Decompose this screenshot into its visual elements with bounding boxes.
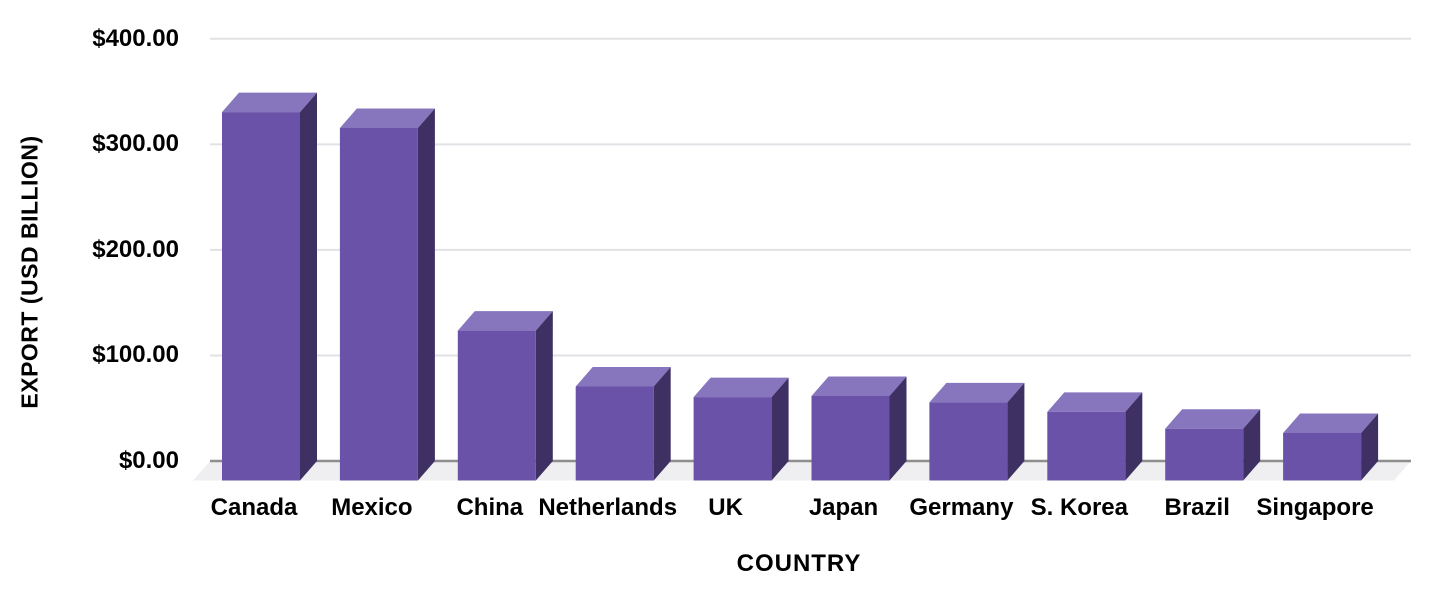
bar-front-face [339, 127, 418, 481]
bar-canada [222, 92, 317, 481]
bar-netherlands [575, 367, 671, 481]
bar-side-face [417, 108, 435, 481]
bar-front-face [222, 112, 300, 481]
bar-top-face [693, 377, 789, 398]
bar-top-face [339, 108, 435, 128]
x-tick-label-s-korea: S. Korea [1030, 494, 1128, 521]
bar-mexico [339, 108, 435, 481]
x-tick-label-china: China [456, 494, 524, 521]
bar-brazil [1165, 409, 1261, 481]
bar-front-face [929, 402, 1008, 481]
bar-top-face [1165, 409, 1261, 429]
bar-side-face [889, 376, 907, 481]
y-tick-label-400: $400.00 [92, 24, 179, 52]
x-axis-title: COUNTRY [736, 550, 862, 577]
x-tick-label-brazil: Brazil [1164, 494, 1230, 521]
bar-s-korea [1047, 392, 1143, 481]
bar-front-face [811, 396, 890, 481]
bar-side-face [535, 311, 553, 481]
bar-japan [811, 376, 907, 481]
x-tick-label-mexico: Mexico [331, 494, 413, 521]
bar-front-face [457, 330, 536, 481]
bar-front-face [1283, 433, 1362, 481]
bar-top-face [811, 376, 907, 397]
bar-top-face [575, 367, 671, 387]
bar-side-face [653, 367, 671, 481]
y-tick-label-200: $200.00 [92, 235, 179, 263]
bar-top-face [1047, 392, 1143, 412]
bar-side-face [1007, 382, 1025, 481]
bar-top-face [457, 311, 553, 331]
bar-front-face [693, 397, 772, 481]
bar-front-face [1165, 428, 1244, 481]
bar-side-face [1243, 409, 1261, 481]
bar-china [457, 311, 553, 481]
bar-top-face [929, 382, 1025, 403]
bar-front-face [1047, 411, 1126, 481]
bar-singapore [1283, 413, 1379, 481]
x-tick-label-netherlands: Netherlands [538, 494, 678, 521]
bar-top-face [1283, 413, 1379, 434]
y-tick-label-100: $100.00 [92, 341, 179, 369]
x-tick-label-singapore: Singapore [1256, 494, 1374, 521]
bar-side-face [1125, 392, 1143, 481]
y-tick-label-300: $300.00 [92, 130, 179, 158]
y-tick-label-0: $0.00 [118, 447, 179, 474]
bar-side-face [1361, 413, 1379, 481]
x-tick-label-germany: Germany [909, 494, 1014, 521]
bar-side-face [771, 377, 789, 481]
bar-front-face [575, 386, 654, 481]
bar-top-face [222, 92, 317, 113]
bar-germany [929, 382, 1025, 481]
bar-side-face [300, 92, 317, 481]
x-tick-label-uk: UK [708, 494, 743, 521]
x-tick-label-japan: Japan [808, 494, 879, 521]
x-tick-label-canada: Canada [210, 494, 298, 521]
bar-uk [693, 377, 789, 481]
